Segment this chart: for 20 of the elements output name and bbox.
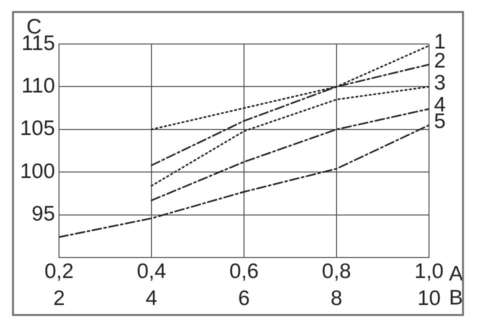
x2-tick-label: 6 (238, 287, 250, 310)
x-tick-label: 0,2 (44, 260, 74, 283)
x-axis-title: A (449, 262, 464, 286)
y-tick-label: 100 (20, 160, 56, 183)
x-tick-label: 0,8 (322, 260, 352, 283)
x2-axis-title: B (449, 286, 464, 310)
x-tick-label: 0,4 (136, 260, 166, 283)
series-label: 3 (434, 72, 446, 95)
line-series (59, 124, 429, 238)
y-tick-label: 95 (32, 202, 56, 226)
x2-tick-label: 8 (330, 287, 342, 310)
x-tick-label: 1,0 (414, 260, 444, 283)
x2-tick-label: 4 (146, 287, 158, 310)
y-tick-label: 105 (20, 117, 56, 140)
y-tick-label: 110 (22, 74, 56, 98)
line-series (150, 86, 429, 187)
x2-tick-label: 2 (53, 287, 65, 310)
line-series (150, 108, 429, 202)
x2-tick-label: 10 (417, 287, 441, 310)
x-tick-label: 0,6 (229, 260, 259, 283)
